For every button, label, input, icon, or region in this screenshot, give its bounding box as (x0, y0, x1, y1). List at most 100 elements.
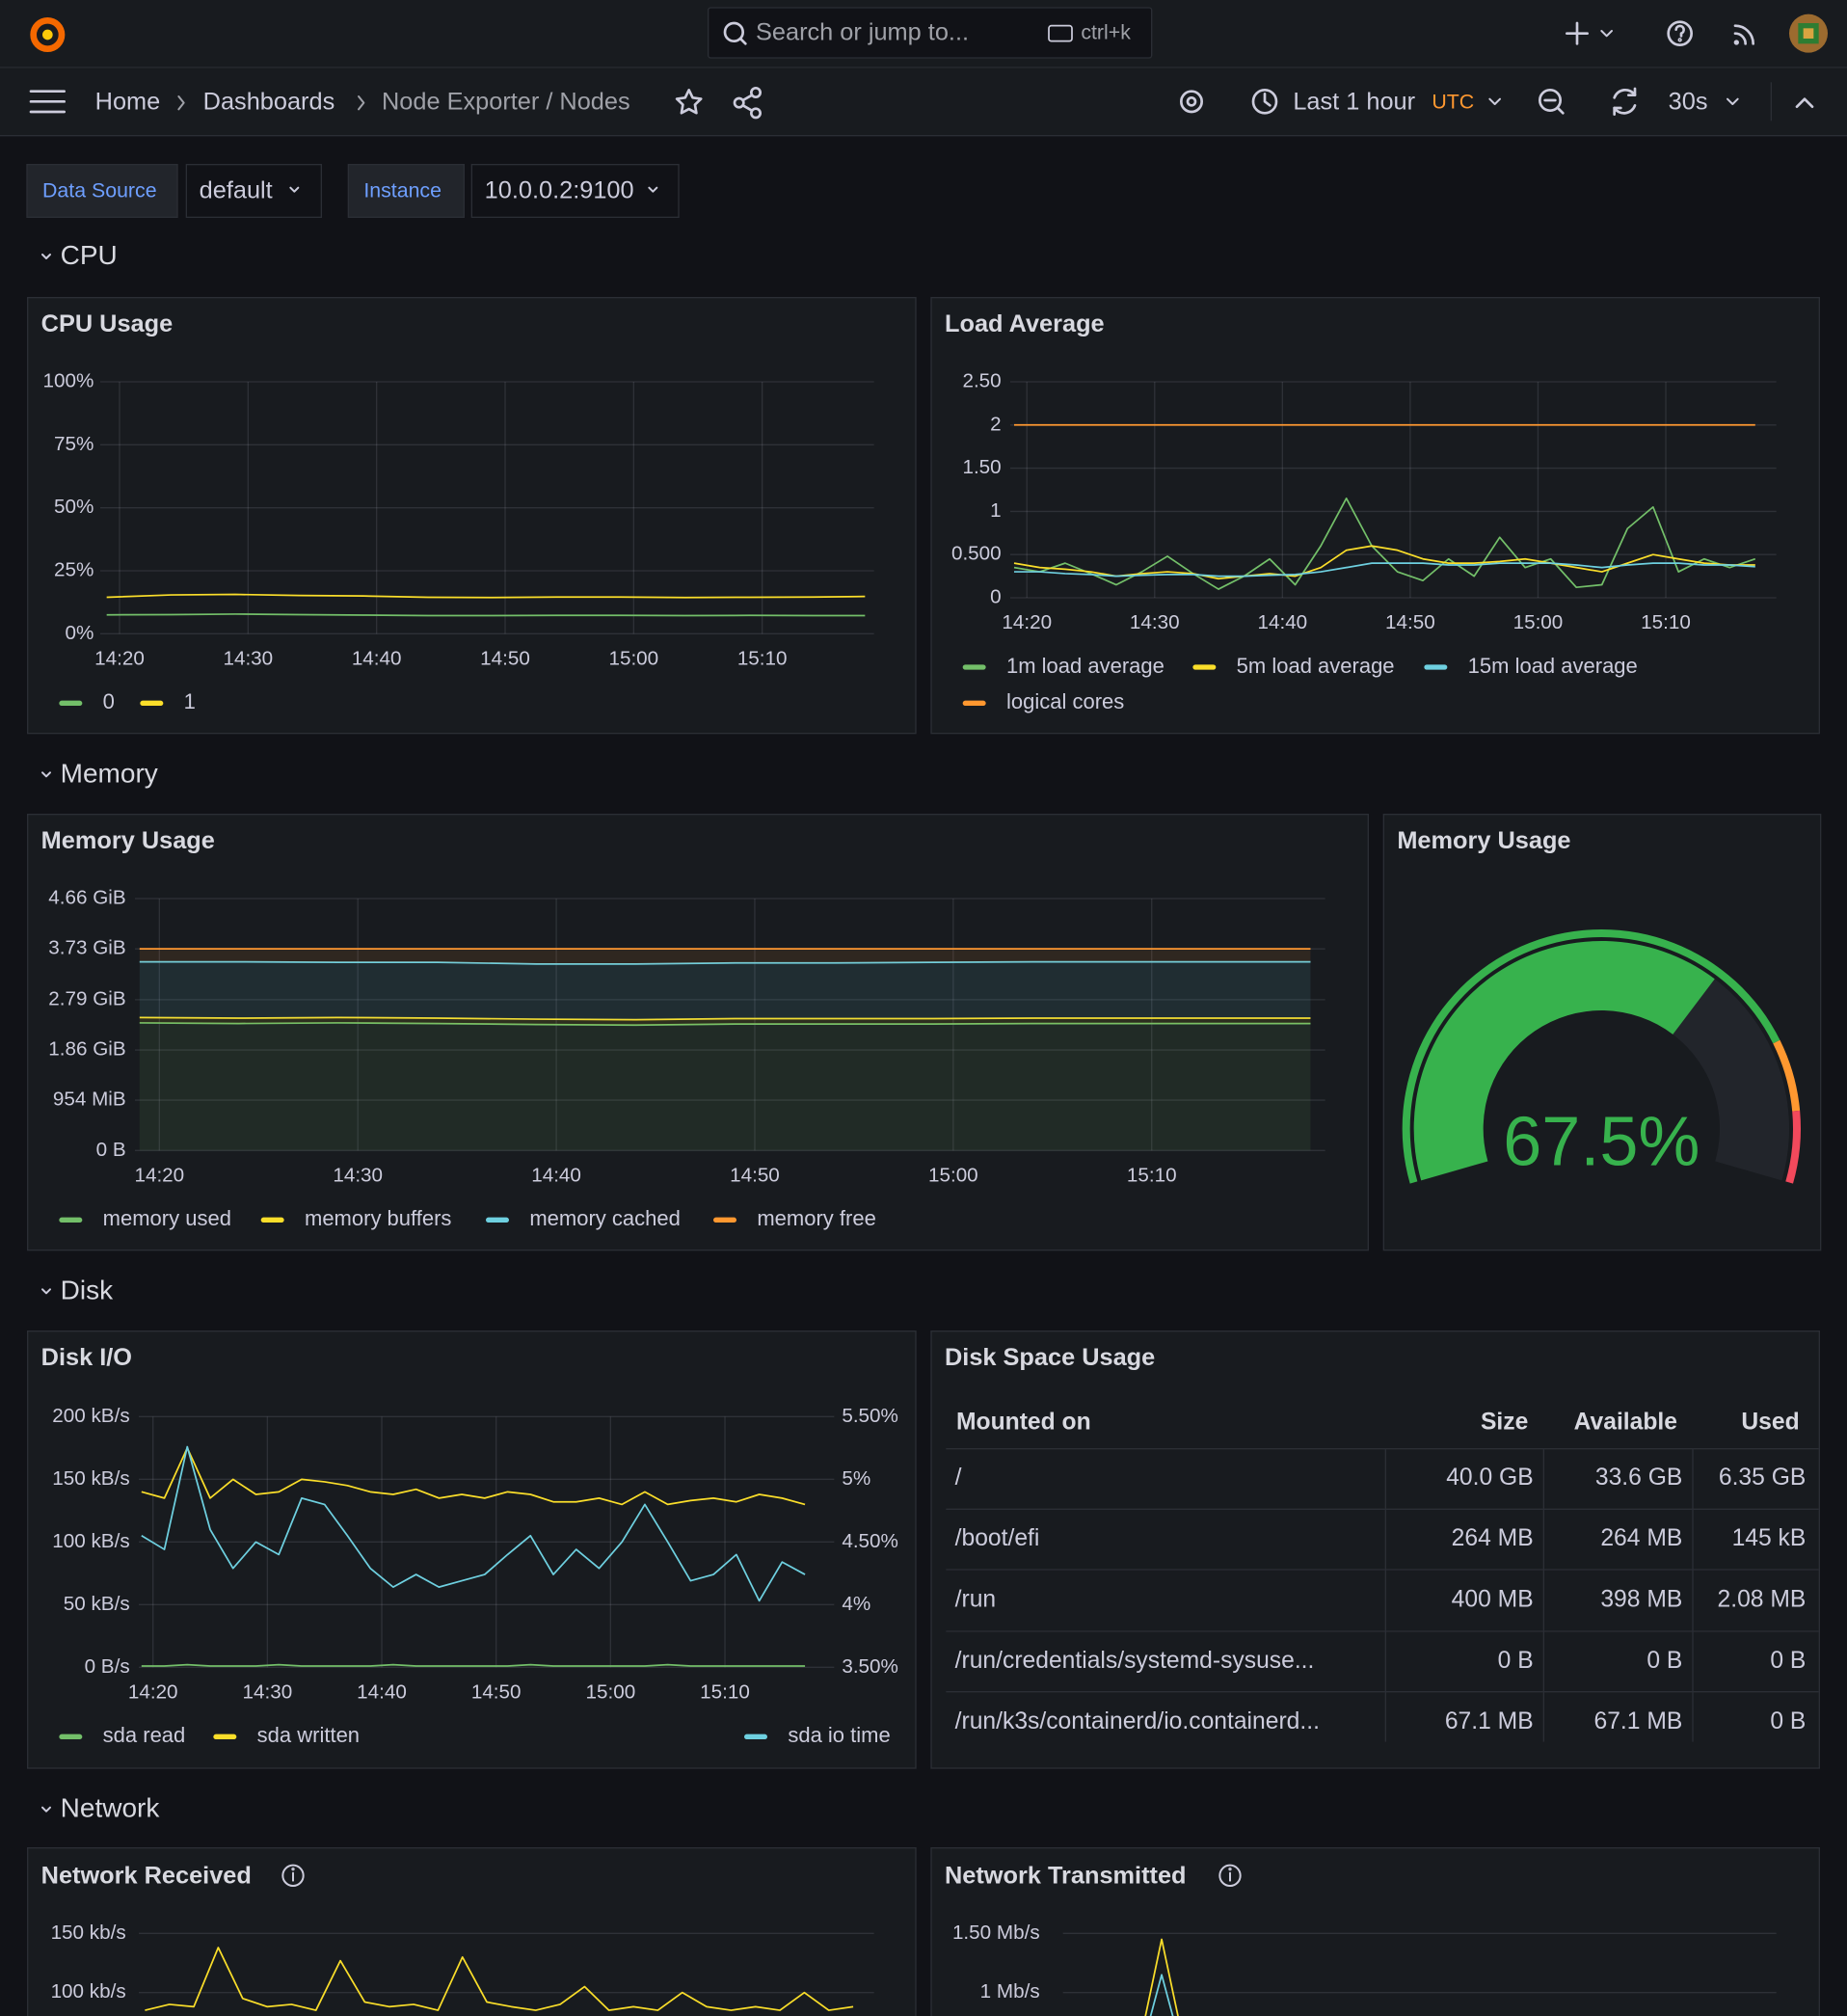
row-title[interactable]: Memory (61, 758, 158, 788)
variable-select[interactable] (470, 164, 680, 218)
area (139, 949, 1311, 964)
news-button[interactable] (1733, 24, 1754, 45)
table-cell: 67.1 MB (1445, 1708, 1534, 1734)
x-tick-label: 14:40 (357, 1680, 407, 1703)
info-icon[interactable] (1218, 1864, 1242, 1887)
table-cell: 264 MB (1600, 1525, 1682, 1551)
add-button[interactable] (1566, 21, 1613, 45)
x-tick-label: 14:30 (243, 1680, 293, 1703)
menu-button[interactable] (29, 90, 66, 114)
legend-label: sda read (103, 1723, 186, 1747)
variable-value[interactable]: default (200, 176, 273, 203)
y2-tick-label: 4.50% (842, 1530, 898, 1552)
y-tick-label: 2.50 (962, 369, 1001, 391)
x-tick-label: 15:00 (608, 647, 658, 669)
row-chevron[interactable] (41, 254, 51, 259)
y2-tick-label: 5.50% (842, 1405, 898, 1427)
row-chevron[interactable] (41, 1806, 51, 1813)
table-cell: 0 B (1498, 1648, 1534, 1674)
legend-swatch (1424, 664, 1448, 670)
panel (27, 1331, 917, 1769)
row-title[interactable]: CPU (61, 240, 118, 270)
table-cell: 0 B (1646, 1648, 1682, 1674)
y2-tick-label: 3.50% (842, 1655, 898, 1678)
legend-label: memory free (757, 1206, 875, 1230)
y-tick-label: 150 kb/s (51, 1922, 126, 1944)
grafana-logo[interactable] (30, 17, 66, 52)
collapse-button[interactable] (1795, 97, 1814, 108)
timezone: UTC (1432, 90, 1474, 113)
row-title[interactable]: Network (61, 1793, 161, 1823)
plot: 0 B 954 MiB 1.86 GiB 2.79 GiB 3.73 GiB 4.66 G… (48, 886, 1325, 1230)
info-icon[interactable] (281, 1864, 305, 1887)
keyboard-icon (1048, 24, 1073, 42)
search-placeholder[interactable]: Search or jump to... (756, 18, 969, 45)
area (139, 961, 1311, 1020)
table-cell: / (955, 1465, 962, 1491)
help-button[interactable] (1667, 20, 1693, 46)
x-tick-label: 14:50 (1385, 611, 1435, 633)
clock-icon (1251, 89, 1278, 115)
variable-select[interactable] (185, 164, 322, 218)
row-chevron[interactable] (41, 1288, 51, 1295)
y-tick-label: 150 kB/s (52, 1467, 129, 1490)
panel-title: CPU Usage (41, 310, 174, 337)
plot: 1 Mb/s 1.50 Mb/s (952, 1922, 1777, 2016)
x-tick-label: 14:50 (480, 647, 530, 669)
variable-value[interactable]: 10.0.0.2:9100 (485, 176, 634, 203)
gauge-threshold (1773, 1039, 1801, 1112)
y-tick-label: 1.50 Mb/s (952, 1922, 1040, 1944)
y-tick-label: 954 MiB (53, 1089, 126, 1111)
zoom-out-button[interactable] (1539, 89, 1565, 115)
y2-tick-label: 5% (842, 1467, 870, 1490)
settings-button[interactable] (1180, 90, 1203, 114)
legend-swatch (713, 1217, 736, 1223)
legend-swatch (744, 1734, 767, 1739)
legend-label: 1m load average (1006, 654, 1164, 678)
chevron (1488, 97, 1501, 105)
legend-swatch (59, 1217, 83, 1223)
y-tick-label: 0 (990, 585, 1002, 607)
panel (27, 813, 1369, 1251)
breadcrumb[interactable]: Dashboards (203, 88, 335, 115)
table-cell: 400 MB (1452, 1587, 1534, 1613)
x-tick-label: 14:20 (128, 1680, 178, 1703)
time-range[interactable]: Last 1 hour (1293, 88, 1415, 115)
legend-swatch (59, 700, 83, 706)
gauge-label: 67.5% (1503, 1103, 1700, 1180)
x-tick-label: 14:20 (94, 647, 145, 669)
breadcrumb[interactable]: Home (95, 88, 161, 115)
y-tick-label: 100% (42, 369, 94, 391)
chevron (648, 186, 658, 193)
plot: 0 B/s 50 kB/s 100 kB/s 150 kB/s 200 kB/s 3.50… (52, 1405, 898, 1747)
panel (27, 297, 917, 735)
plot: 0% 25% 50% 75% 100% 14:20 14:30 14:40 14:50 15:00… (42, 369, 874, 713)
panel-title: Load Average (945, 310, 1105, 337)
series-line (1014, 562, 1755, 578)
panel-title: Memory Usage (1397, 827, 1570, 854)
table-cell: 264 MB (1452, 1525, 1534, 1551)
plot: 0 0.500 1 1.50 2 2.50 14:20 14:30 14:40 14:50 15:0… (951, 369, 1777, 713)
y-tick-label: 0% (65, 622, 94, 644)
x-tick-label: 14:20 (134, 1164, 184, 1186)
avatar[interactable] (1789, 13, 1828, 53)
area (139, 1017, 1311, 1026)
row-title[interactable]: Disk (61, 1275, 114, 1304)
series-line (139, 960, 1311, 965)
x-tick-label: 14:30 (333, 1164, 383, 1186)
row-chevron[interactable] (41, 771, 51, 778)
panel-title: Disk I/O (41, 1344, 132, 1371)
panel-title: Network Transmitted (945, 1862, 1187, 1889)
search-box[interactable] (708, 7, 1153, 59)
y-tick-label: 100 kB/s (52, 1530, 129, 1552)
refresh-interval[interactable]: 30s (1669, 88, 1708, 115)
share-button[interactable] (733, 87, 762, 120)
legend-swatch (962, 664, 986, 670)
y-tick-label: 2 (990, 413, 1002, 435)
star-button[interactable] (675, 89, 703, 115)
x-tick-label: 15:10 (1641, 611, 1691, 633)
x-tick-label: 14:50 (730, 1164, 780, 1186)
refresh-button[interactable] (1613, 87, 1637, 116)
gauge-value (1413, 940, 1715, 1181)
table-cell: /boot/efi (955, 1525, 1040, 1551)
